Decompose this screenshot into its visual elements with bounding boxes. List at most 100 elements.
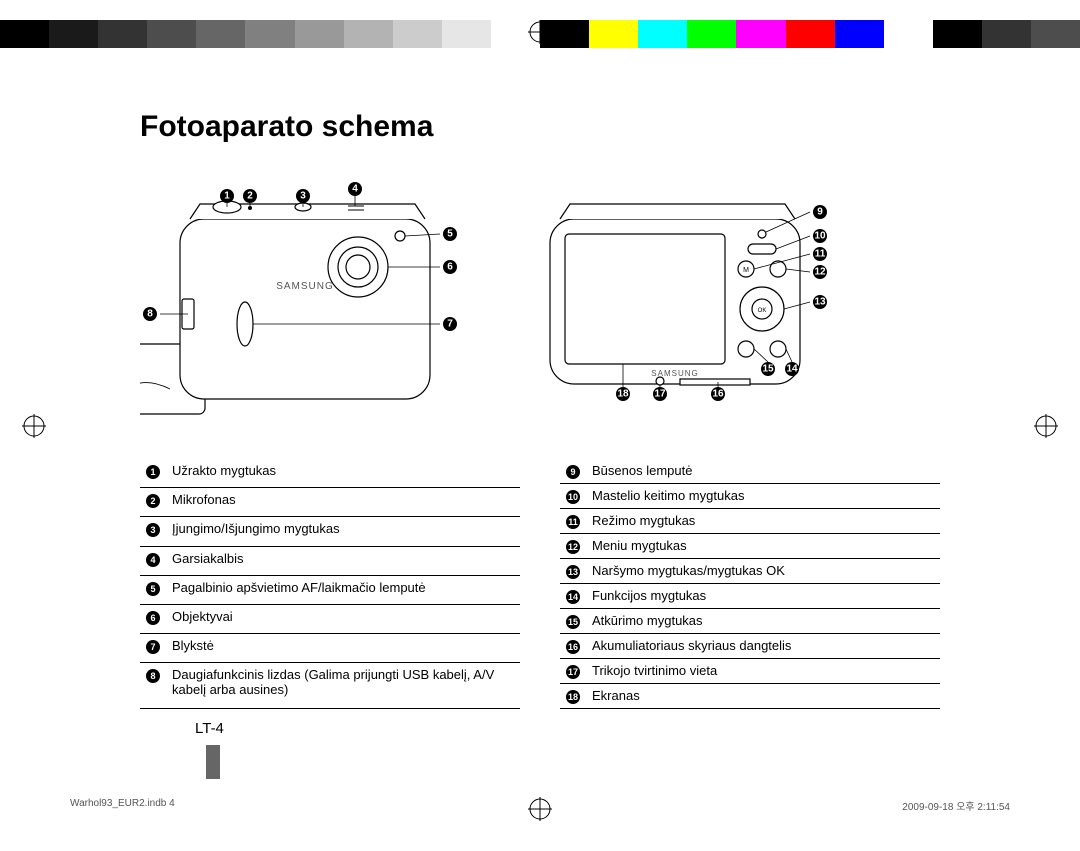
legend-label: Naršymo mygtukas/mygtukas OK (586, 559, 940, 584)
legend-row: 1Užrakto mygtukas (140, 459, 520, 488)
color-swatch (442, 20, 491, 48)
color-swatch (0, 20, 49, 48)
print-footer: Warhol93_EUR2.indb 4 2009-09-18 오후 2:11:… (70, 798, 1010, 813)
svg-text:7: 7 (447, 319, 453, 330)
legend-row: 12 Meniu mygtukas (560, 534, 940, 559)
svg-text:SAMSUNG: SAMSUNG (276, 281, 334, 292)
legend-row: 18Ekranas (560, 684, 940, 709)
page-number: LT-4 (195, 720, 224, 737)
legend-number-icon: 10 (566, 490, 580, 504)
svg-text:15: 15 (762, 364, 774, 375)
color-swatch (982, 20, 1031, 48)
legend-number-icon: 4 (146, 553, 160, 567)
legend-number-icon: 15 (566, 615, 580, 629)
legend-number-icon: 8 (146, 669, 160, 683)
svg-text:4: 4 (352, 184, 358, 195)
color-swatch (933, 20, 982, 48)
color-swatch (98, 20, 147, 48)
legend-label: Meniu mygtukas (586, 534, 940, 559)
legend-row: 13Naršymo mygtukas/mygtukas OK (560, 559, 940, 584)
svg-text:2: 2 (247, 191, 253, 202)
color-swatch (835, 20, 884, 48)
svg-text:SAMSUNG: SAMSUNG (651, 369, 698, 378)
legend-number-icon: 18 (566, 690, 580, 704)
svg-text:6: 6 (447, 262, 453, 273)
legend-row: 3Įjungimo/Išjungimo mygtukas (140, 517, 520, 546)
legend-label: Režimo mygtukas (586, 509, 940, 534)
color-swatch (884, 20, 933, 48)
camera-front-diagram: SAMSUNG 1 2 3 4 5 6 7 8 (140, 174, 470, 429)
legend-number-icon: 6 (146, 611, 160, 625)
svg-text:OK: OK (758, 308, 767, 314)
legend-label: Pagalbinio apšvietimo AF/laikmačio lempu… (166, 575, 520, 604)
footer-file: Warhol93_EUR2.indb 4 (70, 798, 175, 813)
legend-row: 2 Mikrofonas (140, 488, 520, 517)
legend-number-icon: 7 (146, 640, 160, 654)
legend-number-icon: 1 (146, 465, 160, 479)
legend-label: Garsiakalbis (166, 546, 520, 575)
svg-text:M: M (743, 267, 749, 274)
color-swatch (295, 20, 344, 48)
svg-text:18: 18 (617, 389, 629, 400)
page-content: Fotoaparato schema (140, 110, 950, 709)
camera-back-diagram: M OK SAMSUNG (530, 174, 840, 429)
legend-row: 6 Objektyvai (140, 604, 520, 633)
legend-number-icon: 17 (566, 665, 580, 679)
legend-label: Mikrofonas (166, 488, 520, 517)
color-swatch (344, 20, 393, 48)
legend-row: 4 Garsiakalbis (140, 546, 520, 575)
svg-text:17: 17 (654, 389, 666, 400)
legend-number-icon: 5 (146, 582, 160, 596)
svg-text:12: 12 (814, 267, 826, 278)
legend-number-icon: 3 (146, 523, 160, 537)
svg-text:3: 3 (300, 191, 306, 202)
color-swatch (736, 20, 785, 48)
legend-label: Daugiafunkcinis lizdas (Galima prijungti… (166, 663, 520, 709)
svg-text:5: 5 (447, 229, 453, 240)
legend-tables: 1Užrakto mygtukas 2 Mikrofonas3Įjungimo/Iš… (140, 459, 950, 709)
page-title: Fotoaparato schema (140, 110, 950, 144)
legend-row: 10Mastelio keitimo mygtukas (560, 484, 940, 509)
color-swatch (589, 20, 638, 48)
legend-label: Akumuliatoriaus skyriaus dangtelis (586, 634, 940, 659)
legend-number-icon: 12 (566, 540, 580, 554)
color-swatch (638, 20, 687, 48)
legend-label: Trikojo tvirtinimo vieta (586, 659, 940, 684)
svg-text:8: 8 (147, 309, 153, 320)
color-swatch (49, 20, 98, 48)
color-swatch (196, 20, 245, 48)
legend-label: Funkcijos mygtukas (586, 584, 940, 609)
legend-label: Objektyvai (166, 604, 520, 633)
legend-row: 16 Akumuliatoriaus skyriaus dangtelis (560, 634, 940, 659)
svg-text:9: 9 (817, 207, 823, 218)
legend-row: 15 Atkūrimo mygtukas (560, 609, 940, 634)
color-swatch (687, 20, 736, 48)
legend-number-icon: 16 (566, 640, 580, 654)
legend-row: 11 Režimo mygtukas (560, 509, 940, 534)
registration-mark-right (1034, 414, 1058, 438)
legend-table-right: 9 Būsenos lemputė10Mastelio keitimo mygtu… (560, 459, 940, 709)
legend-row: 14 Funkcijos mygtukas (560, 584, 940, 609)
color-swatch (245, 20, 294, 48)
legend-label: Blykstė (166, 634, 520, 663)
registration-mark-top (528, 20, 552, 44)
svg-text:14: 14 (786, 364, 798, 375)
svg-text:1: 1 (224, 191, 230, 202)
legend-number-icon: 9 (566, 465, 580, 479)
svg-text:10: 10 (814, 231, 826, 242)
registration-mark-left (22, 414, 46, 438)
legend-number-icon: 2 (146, 494, 160, 508)
diagram-row: SAMSUNG 12345678 (140, 174, 950, 429)
color-swatch (393, 20, 442, 48)
legend-row: 9 Būsenos lemputė (560, 459, 940, 484)
legend-row: 7 Blykstė (140, 634, 520, 663)
svg-text:11: 11 (815, 249, 826, 260)
color-swatch (1031, 20, 1080, 48)
legend-label: Būsenos lemputė (586, 459, 940, 484)
legend-label: Atkūrimo mygtukas (586, 609, 940, 634)
legend-row: 17 Trikojo tvirtinimo vieta (560, 659, 940, 684)
svg-text:13: 13 (814, 297, 826, 308)
color-swatch (147, 20, 196, 48)
legend-number-icon: 14 (566, 590, 580, 604)
legend-number-icon: 11 (566, 515, 580, 529)
